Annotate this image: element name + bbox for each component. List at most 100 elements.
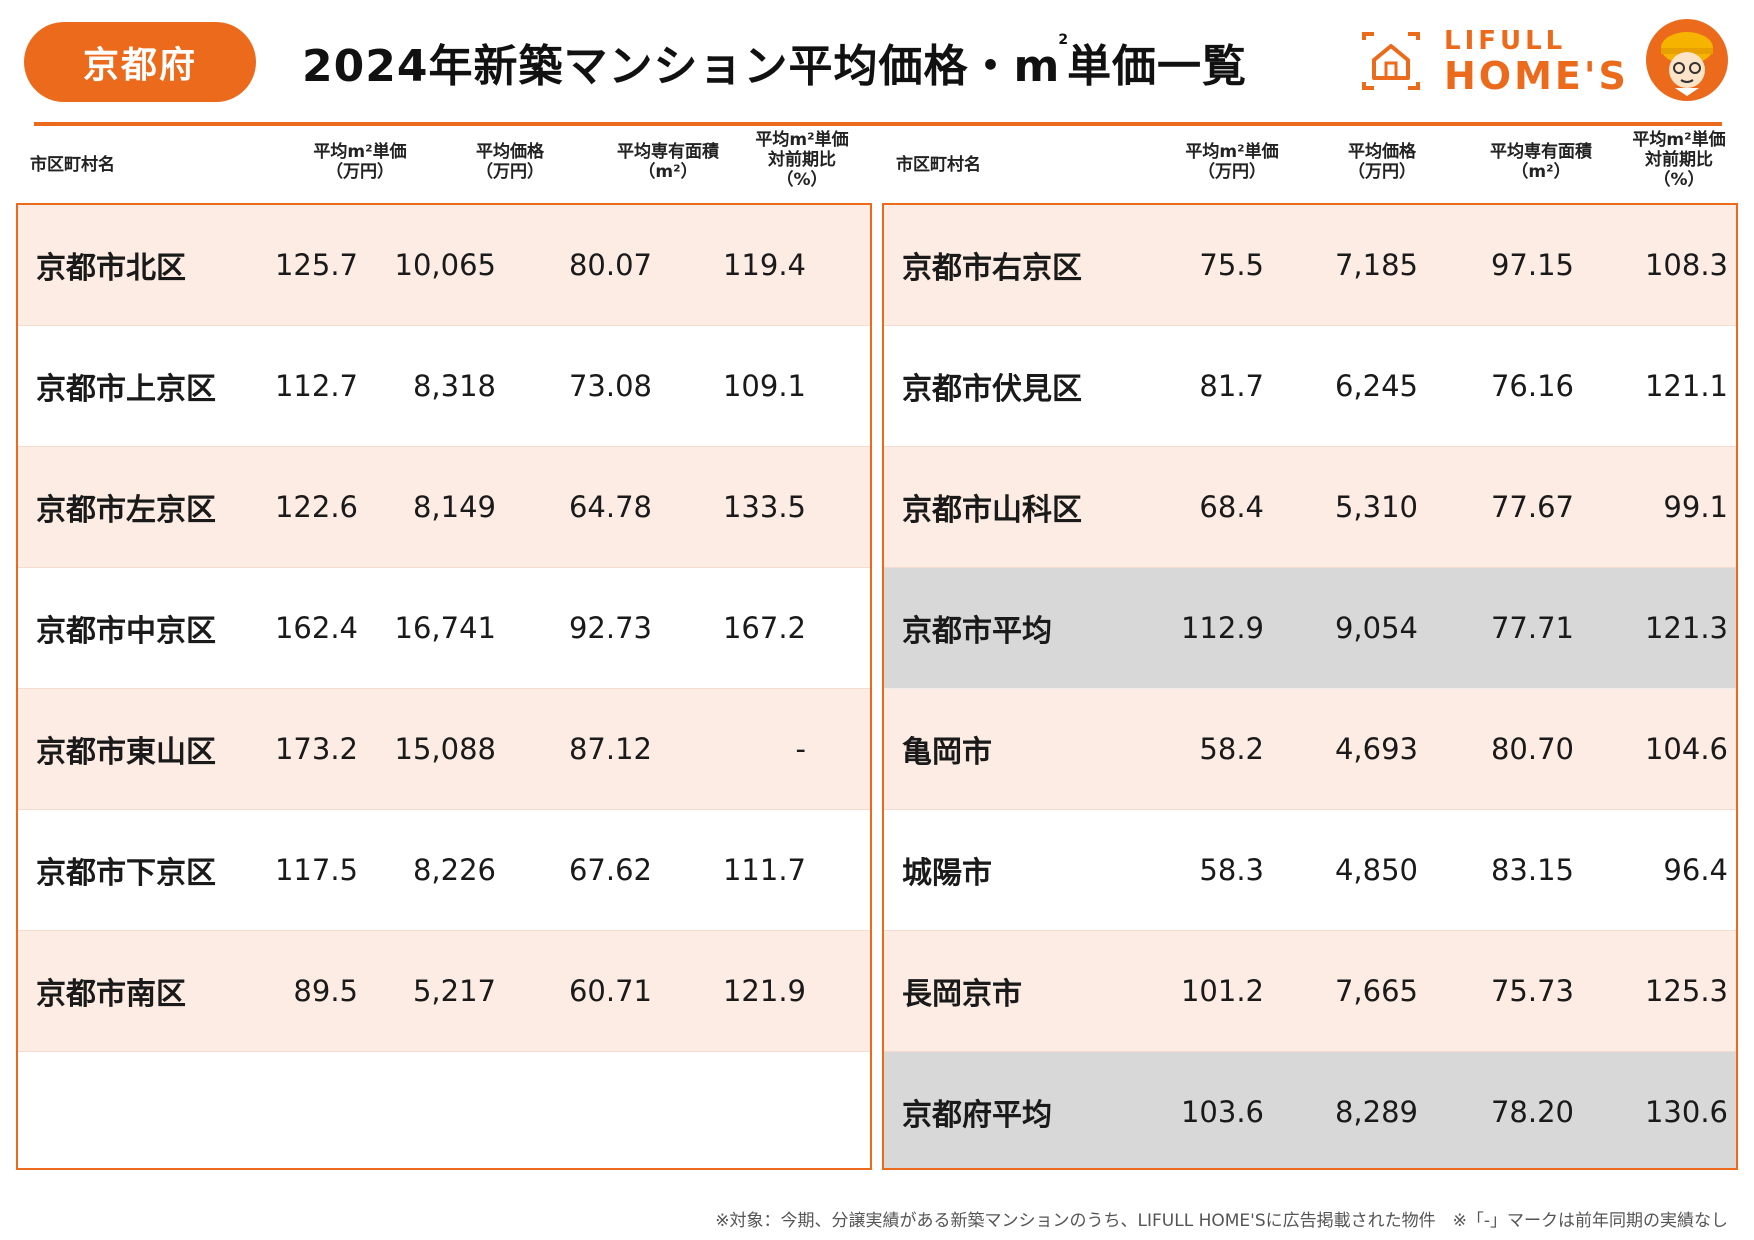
brand-name-main: HOME'S: [1444, 54, 1629, 98]
left-table: 市区町村名 平均m²単価 （万円） 平均価格 （万円） 平均専有面積 （m²） 平均m…: [16, 128, 872, 1170]
row-area: 60.71: [568, 974, 652, 1008]
table-row: 長岡京市 101.2 7,665 75.73 125.3: [884, 931, 1736, 1052]
row-price: 5,217: [412, 974, 496, 1008]
row-unit-price: 103.6: [1180, 1095, 1264, 1129]
row-name: 京都市伏見区: [902, 372, 1082, 407]
row-area: 78.20: [1490, 1095, 1574, 1129]
row-area: 97.15: [1490, 248, 1574, 282]
table-row: 京都市山科区 68.4 5,310 77.67 99.1: [884, 447, 1736, 568]
row-name: 京都市右京区: [902, 251, 1082, 286]
row-unit-price: 68.4: [1199, 490, 1264, 524]
row-unit-price: 58.2: [1199, 732, 1264, 766]
row-name: 京都市上京区: [36, 372, 216, 407]
row-yoy: 121.9: [722, 974, 806, 1008]
table-body: 京都市右京区 75.5 7,185 97.15 108.3 京都市伏見区 81.…: [882, 203, 1738, 1170]
row-unit-price: 173.2: [274, 732, 358, 766]
row-unit-price: 101.2: [1180, 974, 1264, 1008]
row-yoy: 167.2: [722, 611, 806, 645]
row-area: 73.08: [568, 369, 652, 403]
footnote: ※対象：今期、分譲実績がある新築マンションのうち、LIFULL HOME'Sに広…: [715, 1211, 1728, 1231]
row-yoy: 104.6: [1644, 732, 1728, 766]
title-text-suffix: 単価一覧: [1067, 41, 1248, 92]
row-price: 6,245: [1334, 369, 1418, 403]
row-name: 長岡京市: [902, 977, 1022, 1012]
table-body: 京都市北区 125.7 10,065 80.07 119.4 京都市上京区 11…: [16, 203, 872, 1170]
row-name: 亀岡市: [902, 735, 992, 770]
table-row: 京都市左京区 122.6 8,149 64.78 133.5: [18, 447, 870, 568]
row-unit-price: 125.7: [274, 248, 358, 282]
row-area: 77.67: [1490, 490, 1574, 524]
row-price: 15,088: [394, 732, 496, 766]
mascot-icon: [1646, 19, 1728, 101]
row-price: 10,065: [394, 248, 496, 282]
row-name: 京都市北区: [36, 251, 186, 286]
row-yoy: 130.6: [1644, 1095, 1728, 1129]
row-unit-price: 81.7: [1199, 369, 1264, 403]
row-area: 83.15: [1490, 853, 1574, 887]
row-yoy: 125.3: [1644, 974, 1728, 1008]
prefecture-badge: 京都府: [24, 22, 256, 102]
table-header: 市区町村名 平均m²単価 （万円） 平均価格 （万円） 平均専有面積 （m²） 平均m…: [882, 128, 1738, 203]
row-yoy: 133.5: [722, 490, 806, 524]
row-area: 67.62: [568, 853, 652, 887]
col-header-area: 平均専有面積 （m²）: [617, 142, 719, 182]
row-price: 9,054: [1334, 611, 1418, 645]
col-header-name: 市区町村名: [30, 155, 115, 175]
table-row: 京都市下京区 117.5 8,226 67.62 111.7: [18, 810, 870, 931]
row-price: 16,741: [394, 611, 496, 645]
row-unit-price: 112.9: [1180, 611, 1264, 645]
row-name: 京都市左京区: [36, 493, 216, 528]
col-header-yoy: 平均m²単価 対前期比 （%）: [755, 130, 849, 190]
col-header-price: 平均価格 （万円）: [476, 142, 544, 182]
col-header-unit-price: 平均m²単価 （万円）: [313, 142, 407, 182]
title-text: 2024年新築マンション平均価格・m: [302, 41, 1061, 92]
row-price: 8,226: [412, 853, 496, 887]
row-price: 8,289: [1334, 1095, 1418, 1129]
row-yoy: 111.7: [722, 853, 806, 887]
right-table: 市区町村名 平均m²単価 （万円） 平均価格 （万円） 平均専有面積 （m²） 平均m…: [882, 128, 1738, 1170]
row-name: 京都市下京区: [36, 856, 216, 891]
table-row-average: 京都府平均 103.6 8,289 78.20 130.6: [884, 1052, 1736, 1168]
row-yoy: 121.3: [1644, 611, 1728, 645]
row-area: 87.12: [568, 732, 652, 766]
row-name: 京都市中京区: [36, 614, 216, 649]
row-yoy: 119.4: [722, 248, 806, 282]
col-header-name: 市区町村名: [896, 155, 981, 175]
row-unit-price: 112.7: [274, 369, 358, 403]
brand-name-top: LIFULL: [1444, 26, 1567, 56]
table-row: 京都市右京区 75.5 7,185 97.15 108.3: [884, 205, 1736, 326]
row-price: 5,310: [1334, 490, 1418, 524]
row-price: 8,149: [412, 490, 496, 524]
row-area: 64.78: [568, 490, 652, 524]
row-yoy: 121.1: [1644, 369, 1728, 403]
table-row: 京都市伏見区 81.7 6,245 76.16 121.1: [884, 326, 1736, 447]
row-name: 京都市南区: [36, 977, 186, 1012]
row-area: 92.73: [568, 611, 652, 645]
row-yoy: 108.3: [1644, 248, 1728, 282]
table-row-empty: [18, 1052, 870, 1168]
col-header-area: 平均専有面積 （m²）: [1490, 142, 1592, 182]
table-row: 京都市上京区 112.7 8,318 73.08 109.1: [18, 326, 870, 447]
row-name: 京都市東山区: [36, 735, 216, 770]
row-name: 京都府平均: [902, 1098, 1052, 1133]
table-row: 亀岡市 58.2 4,693 80.70 104.6: [884, 689, 1736, 810]
row-area: 80.70: [1490, 732, 1574, 766]
row-unit-price: 117.5: [274, 853, 358, 887]
row-unit-price: 122.6: [274, 490, 358, 524]
table-row: 城陽市 58.3 4,850 83.15 96.4: [884, 810, 1736, 931]
row-name: 京都市平均: [902, 614, 1052, 649]
row-price: 4,693: [1334, 732, 1418, 766]
page-title: 2024年新築マンション平均価格・m2単価一覧: [302, 30, 1247, 94]
col-header-yoy: 平均m²単価 対前期比 （%）: [1632, 130, 1726, 190]
row-name: 京都市山科区: [902, 493, 1082, 528]
row-price: 4,850: [1334, 853, 1418, 887]
col-header-price: 平均価格 （万円）: [1348, 142, 1416, 182]
row-price: 7,185: [1334, 248, 1418, 282]
row-name: 城陽市: [902, 856, 992, 891]
table-row: 京都市中京区 162.4 16,741 92.73 167.2: [18, 568, 870, 689]
row-yoy: 109.1: [722, 369, 806, 403]
title-superscript: 2: [1058, 32, 1070, 48]
table-header: 市区町村名 平均m²単価 （万円） 平均価格 （万円） 平均専有面積 （m²） 平均m…: [16, 128, 872, 203]
row-yoy: -: [795, 732, 806, 766]
row-area: 77.71: [1490, 611, 1574, 645]
